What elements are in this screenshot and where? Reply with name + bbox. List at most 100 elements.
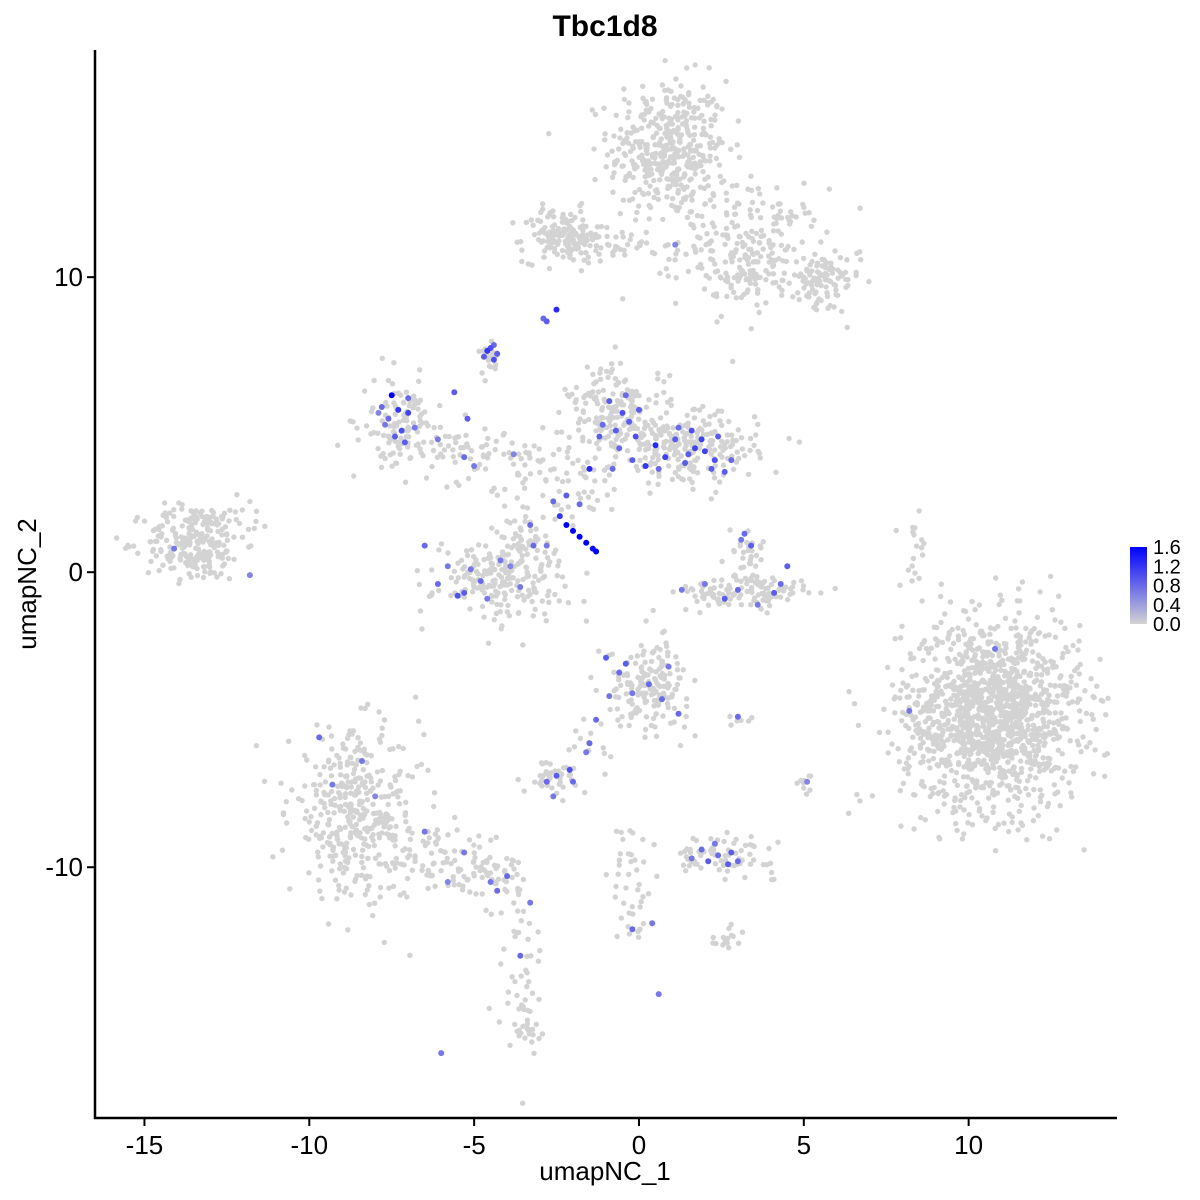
background-point [603,871,609,878]
background-point [331,762,337,768]
background-point [497,583,503,590]
background-point [177,576,183,583]
background-point [409,774,416,780]
background-point [939,691,946,697]
background-point [1016,808,1022,814]
background-point [1060,650,1066,657]
background-point [493,438,499,444]
background-point [420,863,426,869]
background-point [568,211,574,218]
background-point [641,432,647,438]
background-point [1076,671,1083,677]
background-point [626,109,632,115]
background-point [488,837,494,843]
background-point [1041,731,1047,737]
background-point [488,911,494,917]
background-point [337,826,344,832]
background-point [652,155,658,161]
background-point [628,409,635,415]
background-point [818,590,824,596]
background-point [625,681,631,688]
background-point [768,869,775,876]
background-point [526,587,532,593]
background-point [1005,797,1011,803]
background-point [934,691,940,698]
background-point [460,566,466,572]
background-point [476,833,482,839]
background-point [935,638,941,644]
background-point [493,593,499,599]
background-point [530,1032,536,1038]
background-point [542,533,549,539]
background-point [678,199,685,206]
background-point [1012,618,1018,624]
expressing-point [728,849,735,856]
background-point [670,425,676,431]
background-point [1033,736,1040,743]
background-point [512,518,518,524]
background-point [806,590,812,596]
background-point [889,741,895,747]
background-point [572,214,578,221]
background-point [1065,648,1071,655]
background-point [764,610,770,616]
expressing-point [632,433,639,440]
expressing-point [382,421,389,428]
background-point [621,900,627,906]
background-point [515,776,521,783]
background-point [584,364,590,370]
background-point [949,703,955,709]
background-point [576,427,582,433]
background-point [306,819,312,825]
background-point [1072,668,1078,674]
background-point [566,393,572,400]
expressing-point [678,586,685,593]
background-point [656,666,663,672]
background-point [536,577,542,583]
background-point [612,422,618,428]
background-point [766,253,772,259]
background-point [916,688,922,694]
background-point [354,873,360,879]
background-point [697,235,703,241]
background-point [1037,787,1044,793]
background-point [564,449,570,455]
background-point [359,847,366,853]
background-point [690,486,696,492]
expressing-point [401,439,408,446]
expressing-point [451,389,458,396]
background-point [591,146,597,152]
background-point [711,848,717,854]
background-point [364,887,370,893]
expressing-point [388,392,395,399]
background-point [592,176,598,183]
background-point [481,556,487,563]
background-point [538,568,544,575]
background-point [380,432,387,439]
background-point [969,647,976,653]
background-point [419,867,425,873]
background-point [336,882,342,889]
background-point [609,651,615,657]
background-point [786,435,792,442]
background-point [606,472,613,478]
background-point [158,548,164,555]
background-point [706,446,713,452]
background-point [516,1006,522,1012]
background-point [760,539,766,545]
background-point [610,252,616,258]
background-point [913,722,919,728]
background-point [935,808,941,815]
background-point [814,299,820,306]
background-point [690,137,697,143]
background-point [1021,710,1027,717]
background-point [670,195,676,202]
background-point [362,836,368,842]
background-point [885,729,891,735]
background-point [732,573,739,580]
expressing-point [553,772,560,779]
background-point [562,386,568,392]
chart-title: Tbc1d8 [552,10,657,43]
background-point [745,718,752,724]
background-point [919,778,925,785]
